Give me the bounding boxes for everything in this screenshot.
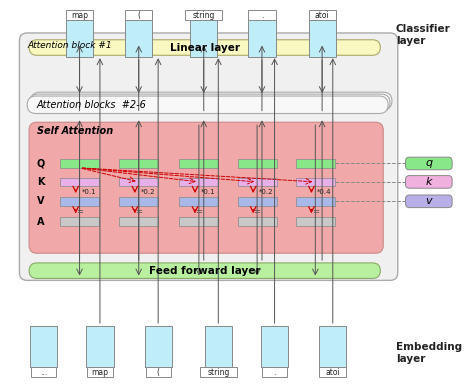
Text: *0.4: *0.4 bbox=[317, 189, 332, 195]
Text: A: A bbox=[37, 217, 45, 227]
Text: =: = bbox=[195, 207, 202, 216]
Bar bbox=[66, 20, 93, 57]
Text: map: map bbox=[91, 367, 109, 377]
FancyBboxPatch shape bbox=[406, 157, 452, 170]
FancyBboxPatch shape bbox=[29, 122, 383, 253]
Text: (: ( bbox=[137, 11, 140, 20]
Bar bbox=[125, 10, 152, 20]
Bar bbox=[248, 20, 275, 57]
Bar bbox=[200, 367, 237, 378]
Bar bbox=[185, 10, 222, 20]
Bar bbox=[60, 217, 99, 226]
Bar bbox=[66, 10, 93, 20]
FancyBboxPatch shape bbox=[29, 263, 380, 278]
Bar bbox=[119, 159, 158, 168]
Bar bbox=[296, 177, 335, 186]
Text: k: k bbox=[426, 177, 432, 187]
Bar bbox=[180, 177, 219, 186]
Text: atoi: atoi bbox=[315, 11, 329, 20]
Text: *0.1: *0.1 bbox=[82, 189, 96, 195]
Bar bbox=[87, 367, 112, 378]
Text: *0.2: *0.2 bbox=[141, 189, 155, 195]
Text: Self Attention: Self Attention bbox=[37, 126, 113, 136]
Text: .: . bbox=[273, 367, 276, 377]
Bar bbox=[119, 217, 158, 226]
Bar bbox=[146, 367, 171, 378]
Bar bbox=[86, 326, 113, 367]
FancyBboxPatch shape bbox=[19, 33, 398, 280]
Bar bbox=[180, 217, 219, 226]
Bar bbox=[261, 326, 288, 367]
Text: Q: Q bbox=[36, 158, 45, 168]
Bar bbox=[309, 10, 336, 20]
Bar bbox=[205, 326, 232, 367]
Text: q: q bbox=[425, 158, 432, 168]
Bar bbox=[237, 159, 276, 168]
Bar bbox=[60, 197, 99, 206]
Text: Classifier
layer: Classifier layer bbox=[396, 24, 451, 46]
Bar bbox=[319, 326, 346, 367]
Text: Embedding
layer: Embedding layer bbox=[396, 342, 462, 364]
Bar bbox=[180, 159, 219, 168]
Text: *0.2: *0.2 bbox=[259, 189, 273, 195]
FancyBboxPatch shape bbox=[31, 92, 392, 110]
Text: Attention blocks  #2-6: Attention blocks #2-6 bbox=[37, 100, 147, 110]
Bar bbox=[296, 159, 335, 168]
Bar bbox=[30, 326, 57, 367]
FancyBboxPatch shape bbox=[29, 94, 390, 112]
Bar bbox=[237, 217, 276, 226]
Text: K: K bbox=[37, 177, 45, 187]
Text: v: v bbox=[426, 196, 432, 206]
FancyBboxPatch shape bbox=[406, 176, 452, 188]
Text: Linear layer: Linear layer bbox=[170, 43, 240, 53]
Bar bbox=[119, 197, 158, 206]
Bar bbox=[296, 197, 335, 206]
FancyBboxPatch shape bbox=[29, 40, 380, 55]
Text: V: V bbox=[37, 196, 45, 206]
Text: string: string bbox=[192, 11, 215, 20]
Bar bbox=[31, 367, 56, 378]
Bar bbox=[60, 177, 99, 186]
Bar bbox=[145, 326, 172, 367]
Bar bbox=[237, 177, 276, 186]
Text: Attention block #1: Attention block #1 bbox=[27, 41, 112, 50]
Bar bbox=[296, 217, 335, 226]
Bar bbox=[237, 197, 276, 206]
Bar bbox=[309, 20, 336, 57]
Bar bbox=[119, 177, 158, 186]
Text: =: = bbox=[76, 207, 83, 216]
Text: Feed forward layer: Feed forward layer bbox=[149, 266, 261, 276]
Bar bbox=[190, 20, 217, 57]
Text: =: = bbox=[135, 207, 142, 216]
Text: =: = bbox=[312, 207, 319, 216]
Text: ...: ... bbox=[40, 367, 47, 377]
Bar bbox=[125, 20, 152, 57]
Text: =: = bbox=[254, 207, 261, 216]
FancyBboxPatch shape bbox=[406, 195, 452, 207]
Text: atoi: atoi bbox=[326, 367, 340, 377]
Bar bbox=[319, 367, 346, 378]
Text: .: . bbox=[261, 11, 263, 20]
FancyBboxPatch shape bbox=[27, 96, 388, 113]
Bar bbox=[262, 367, 287, 378]
Bar bbox=[180, 197, 219, 206]
Text: string: string bbox=[207, 367, 229, 377]
Text: map: map bbox=[71, 11, 88, 20]
Bar bbox=[60, 159, 99, 168]
Text: *0.1: *0.1 bbox=[201, 189, 216, 195]
Text: (: ( bbox=[156, 367, 160, 377]
Bar bbox=[248, 10, 275, 20]
